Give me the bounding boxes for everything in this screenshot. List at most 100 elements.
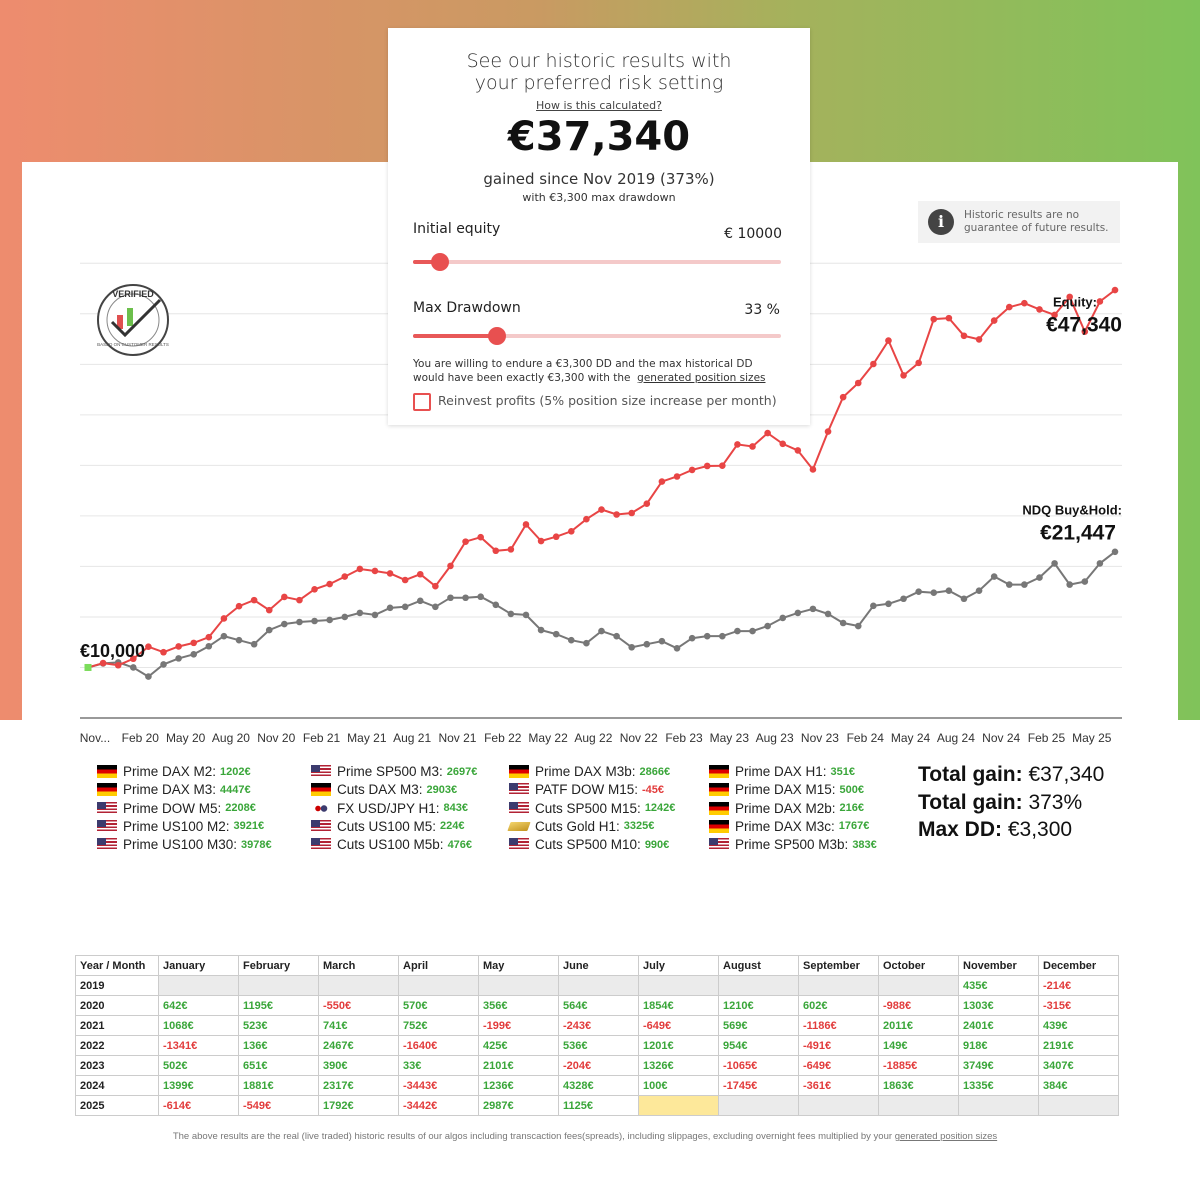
month-cell: -3442€ — [398, 1095, 479, 1116]
month-cell: 1201€ — [638, 1035, 719, 1056]
month-cell: 523€ — [238, 1015, 319, 1036]
month-cell — [638, 975, 719, 996]
point — [507, 546, 515, 553]
x-tick-label: Aug 23 — [756, 731, 794, 745]
point — [492, 547, 500, 555]
point — [719, 632, 726, 640]
month-cell: -614€ — [158, 1095, 239, 1116]
total: Total gain: 373% — [918, 791, 1082, 815]
strategy-name: Cuts Gold H1: — [535, 818, 620, 834]
line — [87, 551, 1116, 678]
month-cell: -649€ — [798, 1055, 879, 1076]
point — [673, 473, 681, 480]
reinvest-checkbox[interactable] — [413, 393, 431, 411]
equity-label: Equity: — [1053, 294, 1097, 309]
strategy-result: 3921€ — [233, 820, 265, 833]
point — [386, 604, 394, 612]
header-cell: January — [158, 955, 239, 976]
point — [1021, 581, 1028, 588]
point — [522, 521, 530, 528]
point — [749, 443, 756, 450]
total-label: Total gain: — [918, 790, 1023, 814]
month-cell: 2101€ — [478, 1055, 559, 1076]
equity-slider[interactable] — [413, 253, 781, 271]
dd-slider[interactable] — [413, 327, 781, 345]
strategy-name: Cuts SP500 M10: — [535, 837, 641, 853]
point — [356, 565, 364, 573]
strategy-result: 216€ — [839, 802, 865, 815]
footer: The above results are the real (live tra… — [0, 1131, 1170, 1142]
point — [235, 602, 243, 610]
strategy-name: Cuts US100 M5b: — [337, 837, 444, 853]
reinvest-label[interactable]: Reinvest profits (5% position size incre… — [438, 393, 777, 408]
table-row: 2022 -1341€ 136€ 2467€ -1640€ 425€ 536€ 1201€ 95… — [75, 1035, 1119, 1056]
flag-icon — [97, 783, 117, 797]
how-link[interactable]: How is this calculated? — [536, 99, 662, 112]
point — [250, 640, 258, 648]
flag-icon — [311, 801, 331, 815]
point — [613, 511, 620, 518]
note-link[interactable]: generated position sizes — [637, 372, 766, 384]
point — [1111, 286, 1119, 294]
flag-icon — [507, 821, 531, 831]
month-cell: -243€ — [558, 1015, 639, 1036]
strategy: Prime DAX M15: 500€ — [709, 782, 864, 797]
point — [719, 462, 726, 469]
month-cell: 425€ — [478, 1035, 559, 1056]
month-cell: 569€ — [718, 1015, 799, 1036]
slider-thumb[interactable] — [488, 327, 506, 345]
month-cell: 2011€ — [878, 1015, 959, 1036]
strategy: Prime SP500 M3: 2697€ — [311, 764, 477, 779]
disclaimer: Historic results are no guarantee of fut… — [964, 209, 1109, 234]
flag-icon — [709, 765, 729, 778]
month-cell — [238, 975, 319, 996]
point — [175, 643, 182, 650]
strategy: Prime SP500 M3b: 383€ — [709, 837, 877, 852]
month-cell — [1038, 1095, 1119, 1116]
month-cell: 384€ — [1038, 1075, 1119, 1096]
x-tick-label: May 22 — [528, 731, 568, 745]
slider-thumb[interactable] — [431, 253, 449, 271]
point — [416, 570, 424, 578]
point — [190, 651, 198, 658]
strategy: Cuts SP500 M15: 1242€ — [509, 801, 675, 816]
strategy: Cuts US100 M5b: 476€ — [311, 837, 472, 852]
point — [1036, 574, 1043, 581]
flag-icon — [509, 838, 529, 852]
strategy-result: -45€ — [642, 783, 665, 796]
point — [250, 596, 258, 604]
point — [990, 573, 998, 580]
point — [220, 632, 228, 640]
point — [583, 639, 590, 647]
series — [84, 548, 1119, 680]
total: Max DD: €3,300 — [918, 818, 1072, 842]
x-tick-label: May 25 — [1072, 731, 1112, 745]
footer-link[interactable]: generated position sizes — [894, 1131, 998, 1142]
point — [975, 587, 983, 594]
note: You are willing to endure a €3,300 DD an… — [413, 357, 783, 385]
strategy-name: Cuts US100 M5: — [337, 818, 437, 834]
total-label: Total gain: — [918, 763, 1023, 786]
point — [1051, 311, 1058, 319]
x-tick-label: Feb 21 — [303, 731, 341, 745]
drawdown: with €3,300 max drawdown — [522, 191, 676, 204]
table-row: 2023 502€ 651€ 390€ 33€ 2101€ -204€ 1326€ -1065€… — [75, 1055, 1119, 1076]
month-cell — [478, 975, 559, 996]
flag-icon — [709, 819, 729, 833]
disclaimer-box: i Historic results are no guarantee of f… — [918, 201, 1120, 243]
total-value: 373% — [1028, 790, 1083, 814]
point — [794, 609, 802, 617]
badge-bottom: BASED ON CUSTOMER RESULTS — [97, 342, 169, 347]
year-cell: 2024 — [75, 1075, 159, 1096]
point — [281, 593, 288, 601]
header-cell: February — [238, 955, 319, 976]
month-cell — [158, 975, 239, 996]
strategy: Prime DAX M3c: 1767€ — [709, 819, 869, 834]
month-cell: 642€ — [158, 995, 239, 1016]
month-cell: -988€ — [878, 995, 959, 1016]
month-cell: 918€ — [958, 1035, 1039, 1056]
monthly-table: Year / Month January February March April May… — [75, 955, 1119, 1116]
month-cell — [798, 975, 879, 996]
year-cell: 2021 — [75, 1015, 159, 1036]
strategy-result: 500€ — [839, 783, 865, 796]
